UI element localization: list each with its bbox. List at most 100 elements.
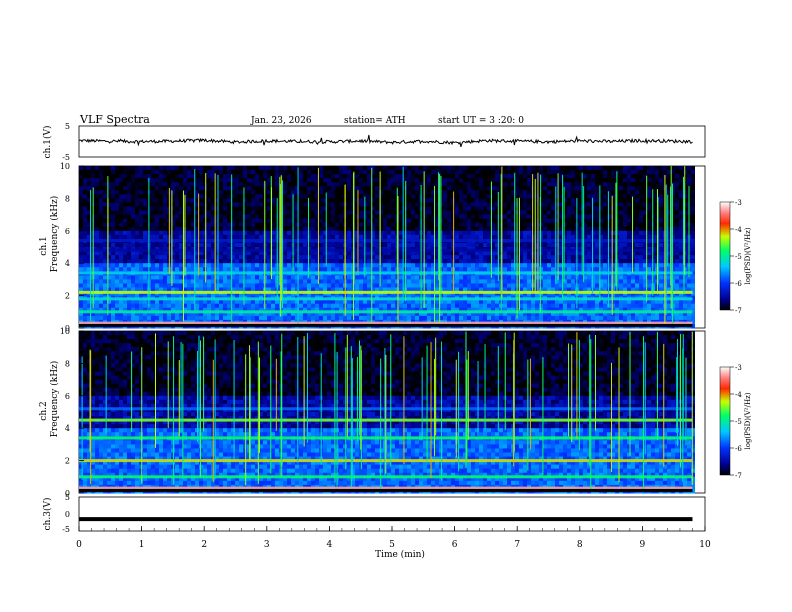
spectrogram-cell (351, 242, 355, 248)
spectrogram-cell (207, 194, 211, 199)
spectrogram-cell (491, 255, 495, 260)
spectrogram-cell (567, 214, 571, 220)
spectrogram-cell (383, 287, 387, 293)
spectrogram-cell (491, 275, 495, 280)
spectrogram-cell (319, 267, 323, 272)
spectrogram-cell (99, 255, 103, 260)
spectrogram-cell (387, 283, 391, 288)
spectrogram-cell (535, 311, 539, 317)
spectrogram-cell (327, 315, 331, 321)
spectrogram-cell (195, 279, 199, 284)
spectrogram-cell (379, 218, 383, 224)
spectrogram-cell (179, 230, 183, 236)
spectrogram-cell (151, 230, 155, 236)
spectrogram-cell (91, 166, 95, 171)
spectrogram-cell (371, 255, 375, 260)
spectrogram-cell (223, 226, 227, 232)
spectrogram-cell (123, 182, 127, 187)
spectrogram-cell (427, 222, 431, 228)
spectrogram-cell (487, 178, 491, 183)
spectrogram-cell (351, 315, 355, 321)
spectrogram-cell (163, 198, 167, 203)
spectrogram-cell (103, 170, 107, 175)
spectrogram-cell (367, 263, 371, 268)
spectrogram-cell (559, 283, 563, 288)
spectrogram-cell (179, 267, 183, 272)
spectrogram-cell (123, 251, 127, 256)
spectrogram-cell (379, 174, 383, 179)
spectrogram-cell (555, 178, 559, 183)
spectrogram-cell (235, 315, 239, 321)
spectrogram-cell (331, 190, 335, 195)
spectrogram-cell (511, 170, 515, 175)
spectrogram-cell (507, 214, 511, 220)
spectrogram-cell (463, 214, 467, 220)
spectrogram-cell (191, 303, 195, 309)
spectrogram-cell (363, 299, 367, 305)
spectrogram-cell (295, 174, 299, 179)
spectrogram-cell (571, 166, 575, 171)
spectrogram-cell (87, 194, 91, 199)
spectrogram-cell (395, 307, 399, 313)
spectrogram-cell (95, 267, 99, 272)
spectrogram-cell (475, 198, 479, 203)
spectrogram-cell (435, 170, 439, 175)
spectrogram-cell (567, 283, 571, 288)
spectrogram-cell (183, 178, 187, 183)
spectrogram-cell (519, 242, 523, 248)
spectrogram-cell (447, 311, 451, 317)
spectrogram-cell (371, 283, 375, 288)
spectrogram-cell (559, 230, 563, 236)
spectrogram-cell (495, 263, 499, 268)
spectrogram-cell (215, 190, 219, 195)
spectrogram-cell (459, 174, 463, 179)
spectrogram-cell (203, 251, 207, 256)
spectrogram-cell (375, 206, 379, 212)
spectrogram-cell (427, 186, 431, 191)
spectrogram-cell (267, 255, 271, 260)
spectrogram-cell (427, 190, 431, 195)
spectrogram-cell (371, 166, 375, 171)
spectrogram-cell (367, 174, 371, 179)
spectrogram-cell (339, 315, 343, 321)
figure-title: VLF Spectra (79, 113, 150, 126)
spectrogram-cell (143, 255, 147, 260)
spectrogram-cell (287, 194, 291, 199)
spectrogram-cell (555, 242, 559, 248)
spectrogram-cell (239, 182, 243, 187)
spectrogram-cell (551, 174, 555, 179)
spectrogram-cell (235, 190, 239, 195)
spectrogram-cell (255, 275, 259, 280)
spectrogram-cell (163, 283, 167, 288)
spectrogram-cell (319, 307, 323, 313)
spectrogram-cell (251, 178, 255, 183)
spectrogram-cell (259, 222, 263, 228)
spectrogram-cell (335, 267, 339, 272)
spectrogram-cell (291, 190, 295, 195)
spectrogram-cell (239, 267, 243, 272)
ch1-waveform-trace (78, 134, 693, 148)
spectrogram-cell (411, 210, 415, 216)
spectrogram-cell (547, 214, 551, 220)
spectrogram-cell (391, 311, 395, 317)
spectrogram-cell (163, 263, 167, 268)
spectrogram-cell (271, 251, 275, 256)
spectrogram-cell (251, 198, 255, 203)
spectrogram-cell (447, 198, 451, 203)
spectrogram-cell (351, 214, 355, 220)
spectrogram-cell (283, 275, 287, 280)
spectrogram-cell (131, 311, 135, 317)
spectrogram-cell (195, 263, 199, 268)
spectrogram-cell (559, 178, 563, 183)
spectrogram-cell (191, 194, 195, 199)
spectrogram-cell (443, 206, 447, 212)
spectrogram-cell (431, 210, 435, 216)
spectrogram-cell (503, 210, 507, 216)
spectrogram-cell (235, 259, 239, 264)
spectrogram-cell (259, 279, 263, 284)
spectrogram-cell (139, 210, 143, 216)
spectrogram-cell (415, 234, 419, 240)
spectrogram-cell (123, 287, 127, 293)
spectrogram-cell (359, 234, 363, 240)
